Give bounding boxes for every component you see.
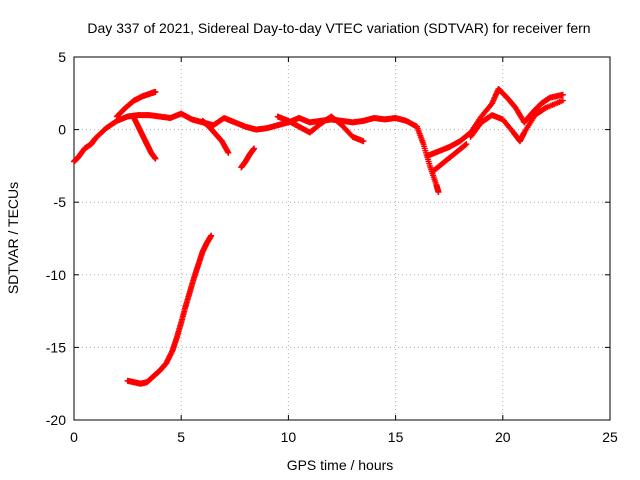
series-track-dip-a [199,117,232,156]
plot-frame [73,56,611,421]
series-track-late-b [495,85,566,126]
data-point [251,145,258,152]
data-point [152,88,159,95]
series-track-drop [131,114,159,162]
series-track-upper-rise [113,88,159,120]
ticks-layer: 0 5 10 15 20 25 5 0 -5 -10 -15 -20 [46,49,618,445]
data-point [463,141,470,148]
y-tick-label: 5 [58,49,66,65]
data-point [559,97,566,104]
data-point [225,149,232,156]
chart-title: Day 337 of 2021, Sidereal Day-to-day VTE… [87,20,590,36]
data-point [152,155,159,162]
series-track-late-c [467,97,566,145]
x-tick-label: 25 [602,429,618,445]
data-point [208,232,215,239]
y-tick-label: -15 [46,339,66,355]
series-track-main [71,110,442,196]
data-point [559,91,566,98]
x-tick-label: 15 [388,429,404,445]
grid-layer [74,57,610,420]
data-point [435,189,442,196]
x-axis-label: GPS time / hours [287,457,394,473]
series-track-late-d [431,141,470,174]
x-tick-label: 10 [281,429,297,445]
x-tick-label: 20 [495,429,511,445]
series-track-low-arc [124,232,215,387]
series-track-dip-b [238,145,258,171]
series-track-late-a [424,85,502,159]
y-tick-label: 0 [58,122,66,138]
points-layer [71,85,566,387]
x-tick-label: 5 [177,429,185,445]
y-tick-label: -20 [46,412,66,428]
y-tick-label: -10 [46,267,66,283]
x-tick-label: 0 [70,429,78,445]
data-point [462,141,469,148]
series-track-mid-loop [274,113,367,145]
y-tick-label: -5 [54,194,67,210]
y-axis-label: SDTVAR / TECUs [5,182,21,294]
data-point [360,138,367,145]
